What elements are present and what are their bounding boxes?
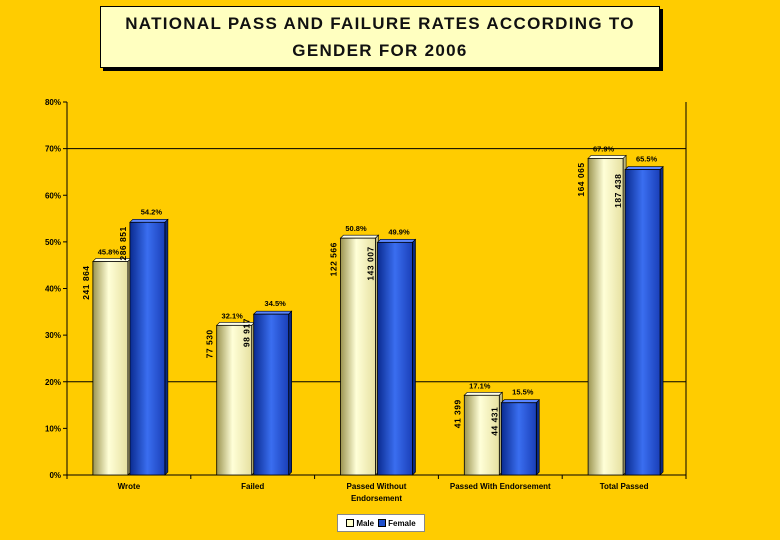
bar-side-female-0 xyxy=(164,218,169,476)
value-label-female-3: 15.5% xyxy=(512,388,534,397)
bar-male-0 xyxy=(92,261,129,476)
bar-male-4 xyxy=(587,158,624,476)
category-label-2-0: Passed Without xyxy=(347,482,407,491)
labels-layer: 45.8% 241 864 54.2% 286 851 Wrote 32.1% 77 530… xyxy=(81,144,658,503)
value-label-male-2: 50.8% xyxy=(345,224,367,233)
count-label-male-3: 41 399 xyxy=(452,399,462,428)
value-label-male-3: 17.1% xyxy=(469,381,491,390)
count-label-female-4: 187 438 xyxy=(613,174,623,208)
category-label-0-0: Wrote xyxy=(118,482,141,491)
bar-top-male-2 xyxy=(339,234,380,239)
bar-side-female-2 xyxy=(412,238,416,476)
value-label-male-4: 67.9% xyxy=(593,144,615,153)
legend-label-female: Female xyxy=(388,518,416,528)
legend-swatch-female xyxy=(378,519,387,527)
y-tick-label-6: 60% xyxy=(45,191,61,200)
bar-top-female-0 xyxy=(129,218,169,223)
bar-female-3 xyxy=(500,402,537,476)
count-label-male-1: 77 530 xyxy=(205,329,215,358)
y-tick-label-4: 40% xyxy=(45,285,61,294)
category-label-3-0: Passed With Endorsement xyxy=(450,482,551,491)
bar-top-female-3 xyxy=(500,399,541,404)
bar-top-female-1 xyxy=(252,310,293,315)
chart-title-line-2: GENDER FOR 2006 xyxy=(292,41,468,60)
bar-male-3 xyxy=(463,394,500,476)
chart-title-box: NATIONAL PASS AND FAILURE RATES ACCORDIN… xyxy=(100,6,660,68)
value-label-male-0: 45.8% xyxy=(98,247,120,256)
count-label-female-2: 143 007 xyxy=(366,246,376,280)
value-label-female-1: 34.5% xyxy=(265,299,287,308)
bar-top-male-3 xyxy=(463,391,504,396)
legend-swatch-male xyxy=(346,519,355,527)
category-label-1-0: Failed xyxy=(241,482,264,491)
bar-top-female-2 xyxy=(376,239,417,243)
count-label-female-3: 44 431 xyxy=(489,407,499,436)
y-tick-label-1: 10% xyxy=(45,424,61,433)
legend-item-male: Male xyxy=(346,519,374,528)
legend-item-female: Female xyxy=(378,519,416,528)
y-tick-label-7: 70% xyxy=(45,145,61,154)
y-tick-label-5: 50% xyxy=(45,238,61,247)
bars-layer xyxy=(92,154,664,476)
bar-female-2 xyxy=(377,241,413,476)
y-tick-label-0: 0% xyxy=(49,471,61,480)
count-label-male-4: 164 065 xyxy=(576,162,586,196)
value-label-male-1: 32.1% xyxy=(222,311,244,320)
y-tick-label-3: 30% xyxy=(45,331,61,340)
chart-title-line-1: NATIONAL PASS AND FAILURE RATES ACCORDIN… xyxy=(125,14,635,33)
bar-top-female-4 xyxy=(624,166,664,170)
category-label-4-0: Total Passed xyxy=(600,482,649,491)
value-label-female-2: 49.9% xyxy=(388,227,410,236)
bar-female-0 xyxy=(129,221,166,476)
legend-label-male: Male xyxy=(356,518,375,528)
value-label-female-4: 65.5% xyxy=(636,155,658,164)
bar-top-male-4 xyxy=(587,155,627,159)
value-label-female-0: 54.2% xyxy=(141,207,163,216)
bar-side-female-1 xyxy=(288,310,293,476)
bar-side-female-4 xyxy=(659,165,664,476)
count-label-male-2: 122 566 xyxy=(329,242,339,276)
y-tick-label-8: 80% xyxy=(45,98,61,107)
y-tick-label-2: 20% xyxy=(45,378,61,387)
chart-legend: Male Female xyxy=(337,514,425,532)
bar-female-4 xyxy=(624,169,661,476)
bar-male-1 xyxy=(216,324,253,476)
count-label-male-0: 241 864 xyxy=(81,265,91,299)
category-label-2-1: Endorsement xyxy=(351,494,402,503)
bar-side-female-3 xyxy=(535,399,540,476)
bar-female-1 xyxy=(253,313,290,476)
count-label-female-0: 286 851 xyxy=(118,226,128,260)
count-label-female-1: 98 917 xyxy=(242,318,252,347)
bar-male-2 xyxy=(340,237,376,476)
